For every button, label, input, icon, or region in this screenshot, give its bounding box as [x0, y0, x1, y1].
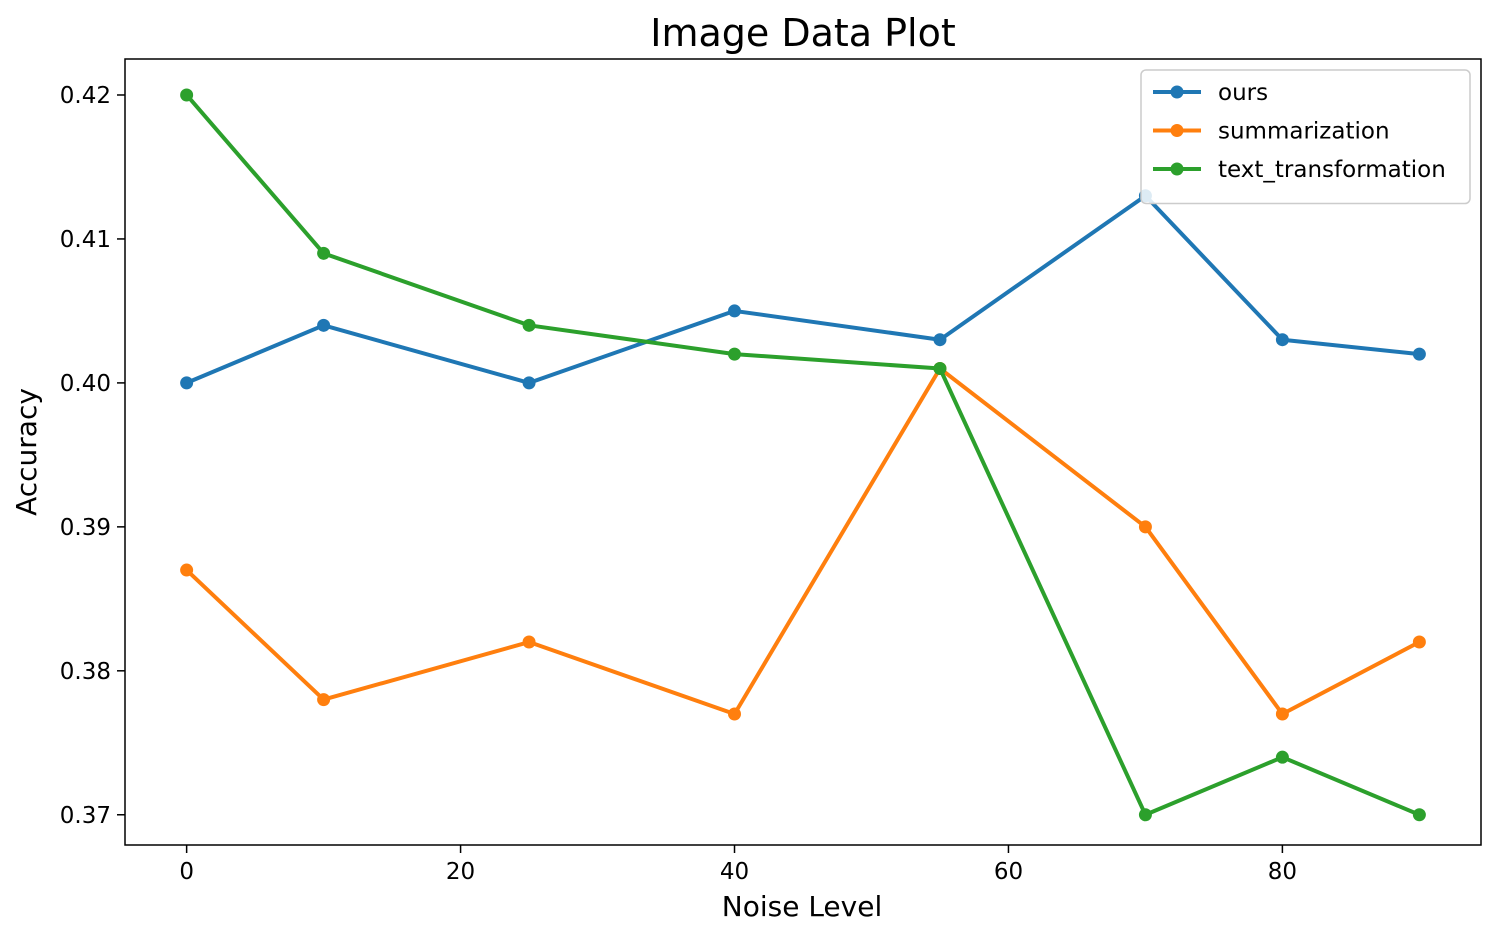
data-point-summarization — [1275, 707, 1289, 721]
legend-swatch-marker — [1170, 162, 1184, 176]
data-point-text-transformation — [317, 246, 331, 260]
data-point-ours — [728, 304, 742, 318]
legend-entry-label: summarization — [1218, 119, 1390, 145]
data-point-text-transformation — [728, 347, 742, 361]
x-tick-label: 0 — [179, 859, 194, 885]
x-tick-label: 20 — [446, 859, 475, 885]
chart-title: Image Data Plot — [650, 11, 956, 55]
y-tick-label: 0.41 — [60, 227, 111, 253]
data-point-text-transformation — [1412, 808, 1426, 822]
data-point-summarization — [522, 635, 536, 649]
x-tick-label: 40 — [720, 859, 749, 885]
data-point-summarization — [1138, 520, 1152, 534]
y-tick-label: 0.39 — [60, 515, 111, 541]
y-tick-label: 0.40 — [60, 371, 111, 397]
data-point-ours — [1275, 333, 1289, 347]
data-point-text-transformation — [180, 88, 194, 102]
x-tick-label: 60 — [994, 859, 1023, 885]
data-point-summarization — [1412, 635, 1426, 649]
series-line-ours — [184, 193, 1422, 385]
data-point-text-transformation — [933, 362, 947, 376]
legend-swatch-marker — [1170, 85, 1184, 99]
data-point-ours — [522, 376, 536, 390]
data-point-summarization — [317, 693, 331, 707]
data-point-ours — [933, 333, 947, 347]
legend: ours summarization text_transformation — [1140, 69, 1471, 205]
y-axis-title: Accuracy — [10, 388, 43, 516]
plot-frame — [124, 58, 1482, 846]
data-point-summarization — [728, 707, 742, 721]
y-tick-label: 0.37 — [60, 803, 111, 829]
legend-entry-label: text_transformation — [1218, 157, 1446, 183]
x-axis-title: Noise Level — [722, 890, 882, 923]
data-point-text-transformation — [1138, 808, 1152, 822]
y-tick-label: 0.38 — [60, 659, 111, 685]
x-tick-label: 80 — [1268, 859, 1297, 885]
data-point-ours — [180, 376, 194, 390]
data-point-ours — [317, 318, 331, 332]
legend-entry-label: ours — [1218, 80, 1268, 106]
series-line-summarization — [184, 366, 1422, 716]
series-line-text-transformation — [184, 92, 1422, 817]
data-point-summarization — [180, 563, 194, 577]
legend-box — [1140, 69, 1471, 205]
data-point-text-transformation — [1275, 750, 1289, 764]
legend-swatch-marker — [1170, 124, 1184, 137]
y-tick-label: 0.42 — [60, 83, 111, 109]
plot-area: 0 20 40 60 80 0.37 0.38 0.39 0.40 0.41 0.42 — [60, 58, 1482, 885]
data-point-ours — [1412, 347, 1426, 361]
data-point-text-transformation — [522, 318, 536, 332]
